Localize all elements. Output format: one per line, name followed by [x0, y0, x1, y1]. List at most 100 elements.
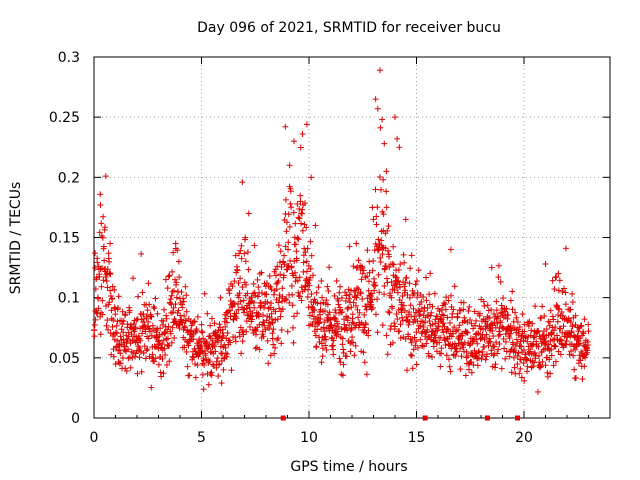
data-point — [449, 310, 456, 317]
data-point — [240, 309, 247, 316]
data-point — [172, 301, 179, 308]
data-point — [288, 282, 295, 289]
data-point — [414, 344, 421, 351]
data-point — [377, 124, 384, 131]
data-point — [146, 301, 153, 308]
data-point — [325, 287, 332, 294]
data-point — [365, 332, 372, 339]
data-point — [445, 356, 452, 363]
data-point — [417, 311, 424, 318]
y-tick-label: 0.25 — [49, 110, 80, 126]
data-point — [269, 330, 276, 337]
data-point — [144, 307, 151, 314]
data-point — [99, 311, 106, 318]
data-point — [113, 330, 120, 337]
data-point — [570, 352, 577, 359]
data-point — [152, 355, 159, 362]
data-point — [514, 352, 521, 359]
data-point — [524, 338, 531, 345]
data-point — [426, 291, 433, 298]
data-point — [319, 294, 326, 301]
data-point — [204, 310, 211, 317]
data-point — [226, 307, 233, 314]
data-point — [98, 283, 105, 290]
data-point — [200, 386, 207, 393]
data-point — [145, 280, 152, 287]
data-point — [170, 287, 177, 294]
data-point — [423, 340, 430, 347]
data-point — [399, 314, 406, 321]
data-point — [322, 342, 329, 349]
data-point — [139, 289, 146, 296]
data-point — [418, 298, 425, 305]
data-point — [254, 276, 261, 283]
data-point — [175, 307, 182, 314]
data-point — [408, 339, 415, 346]
data-point — [349, 311, 356, 318]
data-point — [550, 362, 557, 369]
data-point — [387, 290, 394, 297]
data-point — [482, 325, 489, 332]
data-point — [448, 333, 455, 340]
data-point — [492, 361, 499, 368]
data-point — [107, 271, 114, 278]
data-point — [546, 318, 553, 325]
data-point — [121, 312, 128, 319]
data-point — [255, 313, 262, 320]
x-axis-label: GPS time / hours — [290, 459, 407, 475]
data-point — [268, 300, 275, 307]
data-point — [140, 315, 147, 322]
data-point — [544, 373, 551, 380]
data-point — [95, 295, 102, 302]
data-point — [114, 318, 121, 325]
data-point — [511, 364, 518, 371]
data-point — [546, 356, 553, 363]
data-point — [396, 281, 403, 288]
data-point — [525, 333, 532, 340]
data-point — [259, 312, 266, 319]
data-point — [104, 317, 111, 324]
data-point — [248, 316, 255, 323]
data-point — [423, 297, 430, 304]
data-point — [107, 287, 114, 294]
data-point — [462, 372, 469, 379]
data-point — [304, 245, 311, 252]
data-point — [301, 221, 308, 228]
data-point — [569, 290, 576, 297]
data-point — [168, 339, 175, 346]
data-point — [267, 352, 274, 359]
data-point — [394, 316, 401, 323]
data-point — [173, 294, 180, 301]
data-point — [509, 288, 516, 295]
data-point — [283, 228, 290, 235]
data-point — [158, 373, 165, 380]
data-point — [551, 286, 558, 293]
data-point — [323, 346, 330, 353]
data-point — [224, 329, 231, 336]
data-point — [223, 353, 230, 360]
data-point — [514, 361, 521, 368]
data-point — [366, 269, 373, 276]
data-point — [477, 335, 484, 342]
data-point — [284, 246, 291, 253]
data-point — [236, 333, 243, 340]
data-point — [393, 274, 400, 281]
data-point — [124, 336, 131, 343]
data-point — [207, 322, 214, 329]
data-point — [464, 353, 471, 360]
data-point — [163, 312, 170, 319]
data-point — [397, 261, 404, 268]
data-point — [106, 270, 113, 277]
data-point — [229, 283, 236, 290]
data-point — [229, 303, 236, 310]
data-point — [239, 327, 246, 334]
data-point — [437, 315, 444, 322]
data-point — [278, 326, 285, 333]
data-point — [318, 359, 325, 366]
data-point — [209, 337, 216, 344]
data-point — [370, 257, 377, 264]
data-point — [285, 211, 292, 218]
data-point — [135, 293, 142, 300]
data-point — [373, 311, 380, 318]
data-point — [279, 285, 286, 292]
